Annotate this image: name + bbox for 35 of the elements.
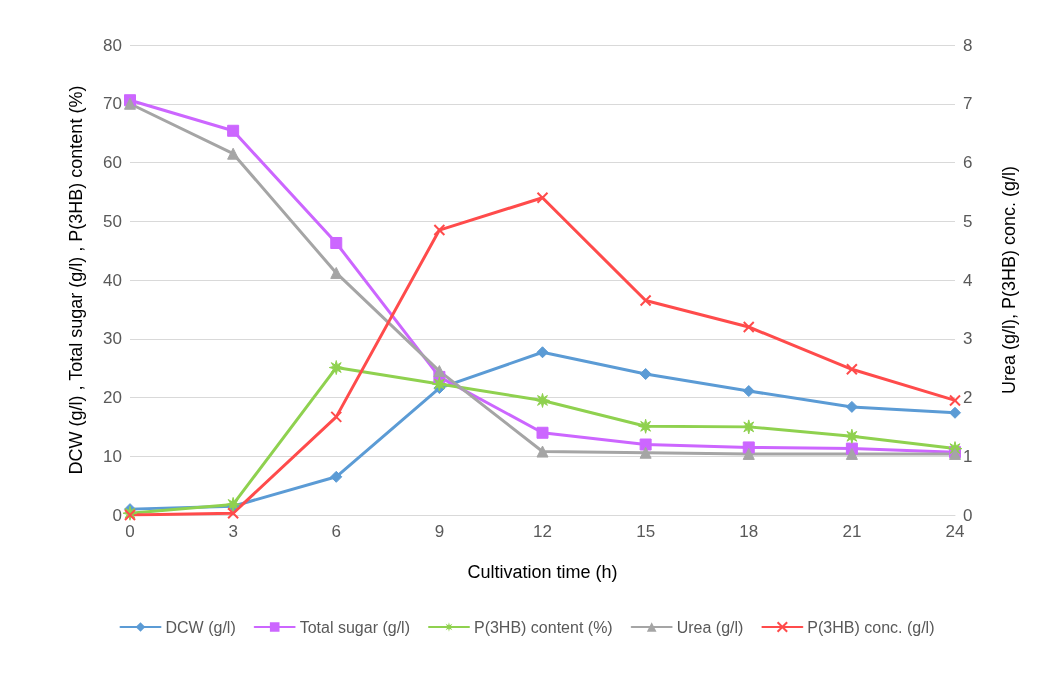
- x-tick-label: 0: [125, 522, 135, 541]
- x-tick-label: 9: [434, 522, 445, 541]
- y-tick-label: 70: [103, 94, 122, 114]
- x-tick-label: 12: [533, 522, 552, 541]
- y-tick-label: 30: [103, 329, 122, 349]
- y-tick-label: 40: [103, 270, 122, 290]
- y-tick-label: 50: [103, 211, 122, 231]
- y2-tick-label: 3: [963, 329, 973, 349]
- x-tick-label: 24: [945, 522, 965, 541]
- y2-tick-label: 6: [963, 153, 973, 172]
- y2-tick-label: 2: [963, 388, 973, 407]
- y2-tick-label: 4: [963, 270, 973, 290]
- y-tick-label: 0: [112, 505, 122, 525]
- x-tick-label: 15: [636, 522, 656, 541]
- x-tick-label: 6: [331, 522, 341, 541]
- x-tick-label: 18: [739, 522, 759, 541]
- y-axis-title: DCW (g/l) , Total sugar (g/l) , P(3HB) content (%): [66, 85, 86, 475]
- y2-axis-title: Urea (g/l), P(3HB) conc. (g/l): [999, 165, 1019, 395]
- legend-label: DCW (g/l): [165, 618, 236, 636]
- y2-tick-label: 0: [963, 505, 973, 525]
- y2-tick-label: 7: [963, 94, 973, 114]
- legend-label: Urea (g/l): [676, 618, 744, 636]
- x-tick-label: 3: [228, 522, 238, 541]
- y2-tick-label: 8: [963, 35, 973, 55]
- y-tick-label: 20: [103, 388, 122, 407]
- x-tick-label: 21: [842, 522, 862, 541]
- x-axis-title: Cultivation time (h): [467, 562, 618, 582]
- y2-tick-label: 5: [963, 211, 973, 231]
- y-tick-label: 60: [103, 153, 122, 172]
- y2-tick-label: 1: [963, 446, 973, 466]
- legend-label: Total sugar (g/l): [299, 618, 410, 636]
- y-tick-label: 10: [103, 446, 122, 466]
- y-tick-label: 80: [103, 35, 122, 55]
- legend-label: P(3HB) content (%): [473, 618, 613, 636]
- legend-label: P(3HB) conc. (g/l): [807, 618, 935, 636]
